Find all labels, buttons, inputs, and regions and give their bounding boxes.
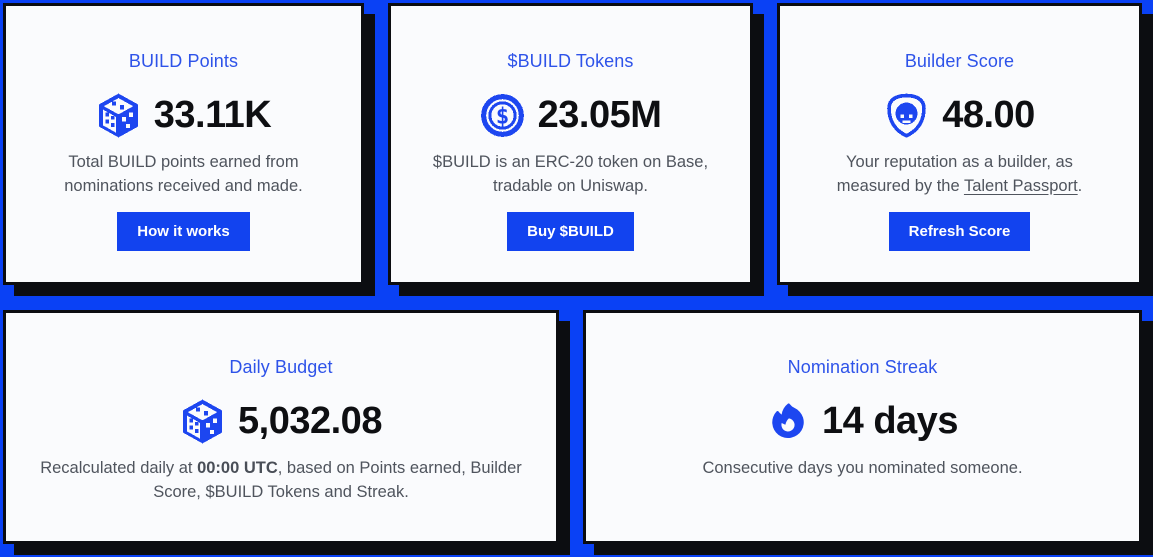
card-title: BUILD Points <box>128 51 239 71</box>
daily-budget-value: 5,032.08 <box>238 400 382 442</box>
card-title: Daily Budget <box>229 357 333 377</box>
description-text: , based on Points earned, Builder Score,… <box>153 459 522 501</box>
buy-build-button[interactable]: Buy $BUILD <box>507 212 634 251</box>
card-description: Recalculated daily at 00:00 UTC, based o… <box>40 457 522 504</box>
svg-text:$: $ <box>495 103 509 129</box>
nomination-streak-card: Nomination Streak 14 days Consecutive da… <box>583 310 1142 544</box>
dice-icon <box>180 399 225 444</box>
card-title: $BUILD Tokens <box>507 51 634 71</box>
build-tokens-card: $BUILD Tokens $ 23.05M $BUILD is an ERC-… <box>388 3 753 285</box>
card-title: Builder Score <box>904 51 1015 71</box>
build-points-card: BUILD Points <box>3 3 364 285</box>
description-text: Your reputation as a builder, as measure… <box>836 153 1073 195</box>
nomination-streak-value: 14 days <box>822 400 958 442</box>
card-description: $BUILD is an ERC-20 token on Base, trada… <box>432 153 709 195</box>
card-description: Your reputation as a builder, as measure… <box>814 151 1105 198</box>
stat-row: 48.00 <box>884 92 1035 138</box>
builder-score-card: Builder Score 48.00 Your reputation as a… <box>777 3 1142 285</box>
stat-row: 5,032.08 <box>180 398 382 444</box>
stats-row-bottom: Daily Budget <box>3 310 1153 544</box>
stat-row: 14 days <box>767 398 958 444</box>
how-it-works-button[interactable]: How it works <box>117 212 250 251</box>
stat-row: 33.11K <box>96 92 272 138</box>
builder-passport-icon <box>884 93 929 138</box>
daily-budget-card: Daily Budget <box>3 310 559 544</box>
dice-icon <box>96 93 141 138</box>
card-description: Consecutive days you nominated someone. <box>702 459 1023 477</box>
builder-score-value: 48.00 <box>942 94 1035 136</box>
dollar-coin-icon: $ <box>480 93 525 138</box>
stats-row-top: BUILD Points <box>3 3 1153 285</box>
build-tokens-value: 23.05M <box>537 94 662 136</box>
build-points-value: 33.11K <box>153 94 272 136</box>
description-text: Recalculated daily at <box>40 459 198 477</box>
description-text: . <box>1077 176 1083 195</box>
stat-row: $ 23.05M <box>480 92 662 138</box>
card-title: Nomination Streak <box>787 357 938 377</box>
flame-icon <box>767 400 809 442</box>
utc-time-text: 00:00 UTC <box>197 459 278 477</box>
talent-passport-link[interactable]: Talent Passport <box>963 176 1078 195</box>
card-description: Total BUILD points earned from nominatio… <box>64 153 303 195</box>
refresh-score-button[interactable]: Refresh Score <box>888 212 1031 251</box>
